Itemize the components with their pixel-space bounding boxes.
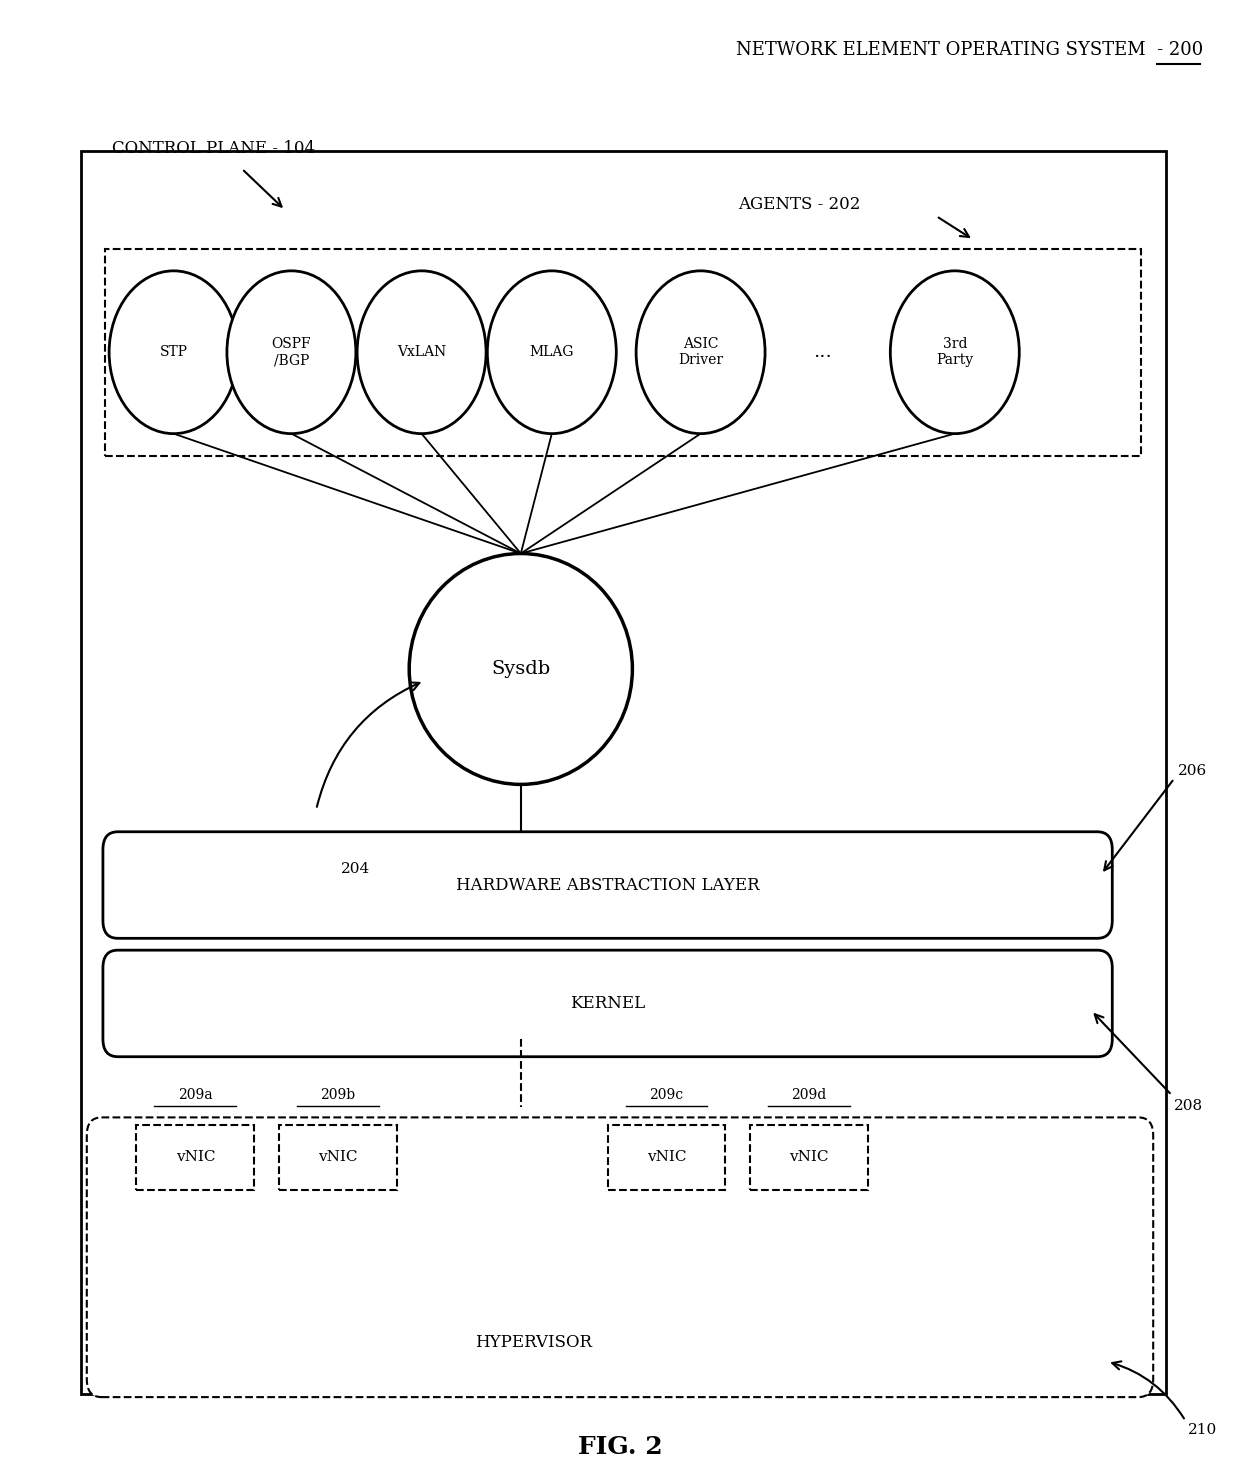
Bar [279,1125,397,1190]
Text: HYPERVISOR: HYPERVISOR [475,1333,591,1351]
Ellipse shape [636,271,765,434]
Text: 3rd
Party: 3rd Party [936,337,973,367]
Text: HARDWARE ABSTRACTION LAYER: HARDWARE ABSTRACTION LAYER [456,876,759,894]
FancyBboxPatch shape [103,950,1112,1057]
Text: 209b: 209b [320,1088,356,1103]
FancyBboxPatch shape [103,832,1112,938]
Text: VxLAN: VxLAN [397,345,446,360]
Text: STP: STP [160,345,187,360]
Text: ...: ... [812,343,832,361]
Text: vNIC: vNIC [647,1150,686,1165]
Text: NETWORK ELEMENT OPERATING SYSTEM  - 200: NETWORK ELEMENT OPERATING SYSTEM - 200 [735,41,1203,59]
Text: vNIC: vNIC [176,1150,215,1165]
Text: AGENTS - 202: AGENTS - 202 [738,195,861,213]
Text: FIG. 2: FIG. 2 [578,1436,662,1459]
Text: 206: 206 [1178,764,1208,778]
Ellipse shape [109,271,238,434]
Text: CONTROL PLANE - 104: CONTROL PLANE - 104 [112,139,315,157]
Text: MLAG: MLAG [529,345,574,360]
Bar [750,1125,868,1190]
Bar [81,151,1166,1394]
Text: 209a: 209a [179,1088,212,1103]
Ellipse shape [409,554,632,784]
Text: OSPF
/BGP: OSPF /BGP [272,337,311,367]
FancyBboxPatch shape [87,1117,1153,1397]
Text: 209d: 209d [791,1088,827,1103]
Text: vNIC: vNIC [790,1150,828,1165]
Text: 204: 204 [341,861,371,876]
Ellipse shape [357,271,486,434]
Ellipse shape [227,271,356,434]
Text: 210: 210 [1188,1422,1218,1437]
Text: vNIC: vNIC [319,1150,357,1165]
Bar [136,1125,254,1190]
Text: ASIC
Driver: ASIC Driver [678,337,723,367]
Ellipse shape [487,271,616,434]
Text: Sysdb: Sysdb [491,660,551,678]
Text: 208: 208 [1174,1098,1203,1113]
Ellipse shape [890,271,1019,434]
Bar [105,249,1141,456]
Text: 209c: 209c [650,1088,683,1103]
Text: KERNEL: KERNEL [570,995,645,1012]
Bar [608,1125,725,1190]
